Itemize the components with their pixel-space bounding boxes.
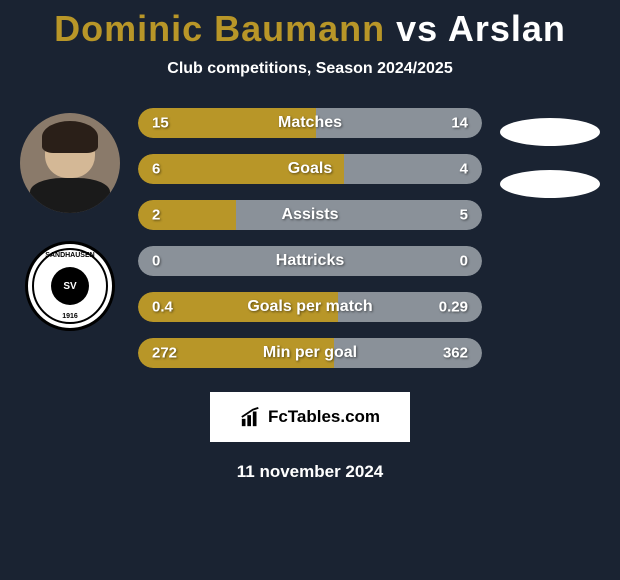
stat-bar: 6 Goals 4 [138, 154, 482, 184]
stat-value-right: 5 [460, 207, 468, 224]
footer-date: 11 november 2024 [0, 462, 620, 482]
stat-label: Goals [288, 160, 332, 178]
stat-value-left: 15 [152, 115, 169, 132]
player2-avatar-placeholder [500, 118, 600, 146]
player2-club-placeholder [500, 170, 600, 198]
page-title: Dominic Baumann vs Arslan [0, 8, 620, 50]
content-row: SANDHAUSEN SV 1916 15 Matches 14 6 Goals 4 2 As… [0, 108, 620, 368]
player1-name: Dominic Baumann [54, 8, 385, 49]
stat-bar: 272 Min per goal 362 [138, 338, 482, 368]
stat-value-left: 272 [152, 345, 177, 362]
stat-label: Hattricks [276, 252, 344, 270]
stat-value-left: 0.4 [152, 299, 173, 316]
footer-badge: FcTables.com [210, 392, 410, 442]
club-name-text: SANDHAUSEN [45, 252, 94, 259]
left-column: SANDHAUSEN SV 1916 [10, 108, 130, 331]
bar-right-fill [236, 200, 482, 230]
vs-text: vs [396, 8, 438, 49]
footer-site: FcTables.com [268, 407, 380, 427]
stats-column: 15 Matches 14 6 Goals 4 2 Assists 5 0 Hattricks 0 0.… [130, 108, 490, 368]
stat-bar: 15 Matches 14 [138, 108, 482, 138]
stat-label: Min per goal [263, 344, 357, 362]
club-center-text: SV [51, 267, 89, 305]
stat-value-left: 0 [152, 253, 160, 270]
stat-value-right: 362 [443, 345, 468, 362]
stat-value-right: 14 [451, 115, 468, 132]
stat-value-right: 4 [460, 161, 468, 178]
chart-icon [240, 406, 262, 428]
stat-label: Assists [282, 206, 339, 224]
stat-bar: 2 Assists 5 [138, 200, 482, 230]
stat-label: Matches [278, 114, 342, 132]
stat-value-right: 0.29 [439, 299, 468, 316]
player1-club-badge: SANDHAUSEN SV 1916 [25, 241, 115, 331]
player2-name: Arslan [448, 8, 566, 49]
stat-label: Goals per match [247, 298, 372, 316]
club-year-text: 1916 [62, 313, 78, 320]
stat-value-left: 2 [152, 207, 160, 224]
stat-bar: 0.4 Goals per match 0.29 [138, 292, 482, 322]
subtitle: Club competitions, Season 2024/2025 [0, 60, 620, 78]
stat-value-right: 0 [460, 253, 468, 270]
right-column [490, 108, 610, 198]
stat-value-left: 6 [152, 161, 160, 178]
comparison-infographic: Dominic Baumann vs Arslan Club competiti… [0, 0, 620, 580]
stat-bar: 0 Hattricks 0 [138, 246, 482, 276]
player1-avatar [20, 113, 120, 213]
